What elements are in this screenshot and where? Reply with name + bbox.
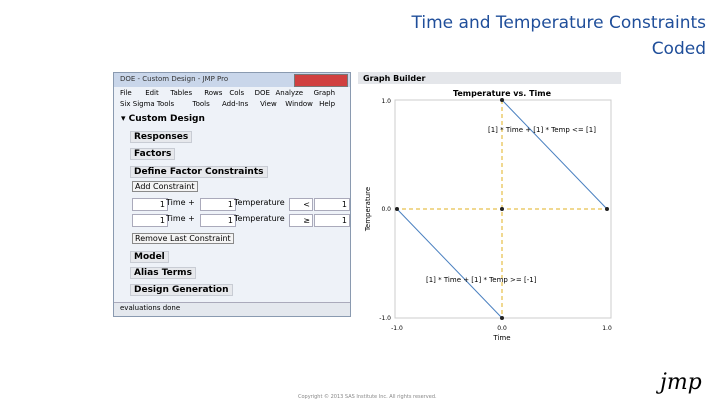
x-tick-label: 1.0 [602, 325, 612, 332]
constraint-line [501, 99, 608, 210]
outline-text: Custom Design [128, 114, 205, 124]
menu-item[interactable]: Edit [145, 89, 159, 97]
menu-item[interactable]: View [260, 100, 277, 108]
footer: Copyright © 2013 SAS Institute Inc. All … [298, 394, 437, 400]
input-field[interactable]: 1 [314, 198, 350, 211]
outline-title[interactable]: ▾ Custom Design [121, 114, 205, 124]
jmp-window: DOE - Custom Design - JMP Pro File Edit Ta… [113, 72, 351, 317]
label: Time + [166, 198, 195, 207]
label: Temperature [234, 214, 285, 223]
menu-item[interactable]: Tables [170, 89, 193, 97]
points [395, 98, 609, 320]
y-tick-label: 0.0 [381, 206, 391, 213]
x-axis-label: Time [492, 334, 510, 342]
title-line: Time and Temperature Constraints [411, 13, 706, 33]
section[interactable]: Define Factor Constraints [130, 166, 268, 178]
y-tick-label: -1.0 [379, 315, 391, 322]
input-field[interactable]: ≥ [289, 214, 313, 227]
window-title: DOE - Custom Design - JMP Pro [120, 75, 229, 83]
add-constraint-button[interactable]: Add Constraint [132, 181, 198, 192]
menu-item[interactable]: DOE [254, 89, 270, 97]
panel-header [358, 72, 621, 84]
section[interactable]: Design Generation [130, 284, 233, 296]
slide-title: Time and Temperature Constraints Coded [412, 10, 706, 62]
annotation: [1] * Time + [1] * Temp <= [1] [488, 126, 596, 134]
menu-item[interactable]: Help [319, 100, 336, 108]
input-field[interactable]: 1 [314, 214, 350, 227]
title-line: Coded [651, 39, 706, 59]
label: Time + [166, 214, 195, 223]
section[interactable]: Model [130, 251, 169, 263]
menu-item[interactable]: Tools [192, 100, 210, 108]
section[interactable]: Factors [130, 148, 176, 160]
menu-item[interactable]: Rows [204, 89, 223, 97]
window-controls[interactable] [294, 74, 348, 87]
menu-item[interactable]: Six Sigma Tools [120, 100, 175, 108]
menu-item[interactable]: File [120, 89, 132, 97]
status-bar: evaluations done [120, 304, 181, 312]
x-tick-label: 0.0 [497, 325, 507, 332]
input-field[interactable]: 1 [200, 198, 236, 211]
annotation: [1] * Time + [1] * Temp >= [-1] [426, 276, 537, 284]
menu-item[interactable]: Analyze [275, 89, 304, 97]
panel-title: Graph Builder [363, 74, 426, 83]
x-tick-label: -1.0 [391, 325, 403, 332]
title-bar [114, 73, 350, 87]
section[interactable]: Responses [130, 131, 193, 143]
y-axis-label: Temperature [364, 187, 372, 232]
menu-item[interactable]: Window [285, 100, 313, 108]
logo: jmp [660, 370, 702, 395]
input-field[interactable]: 1 [132, 214, 168, 227]
input-field[interactable]: 1 [200, 214, 236, 227]
constraint-line [396, 208, 503, 319]
remove-constraint-button[interactable]: Remove Last Constraint [132, 233, 234, 244]
input-field[interactable]: 1 [132, 198, 168, 211]
section[interactable]: Alias Terms [130, 267, 196, 279]
input-field[interactable]: < [289, 198, 313, 211]
menu-item[interactable]: Cols [229, 89, 245, 97]
graph-title: Temperature vs. Time [453, 89, 552, 98]
label: Temperature [234, 198, 285, 207]
menu-item[interactable]: Graph [313, 89, 336, 97]
y-tick-label: 1.0 [381, 98, 391, 105]
graph-builder: Graph Builder Temperature vs. Time [1] *… [358, 72, 621, 342]
menu-item[interactable]: Add-Ins [222, 100, 249, 108]
